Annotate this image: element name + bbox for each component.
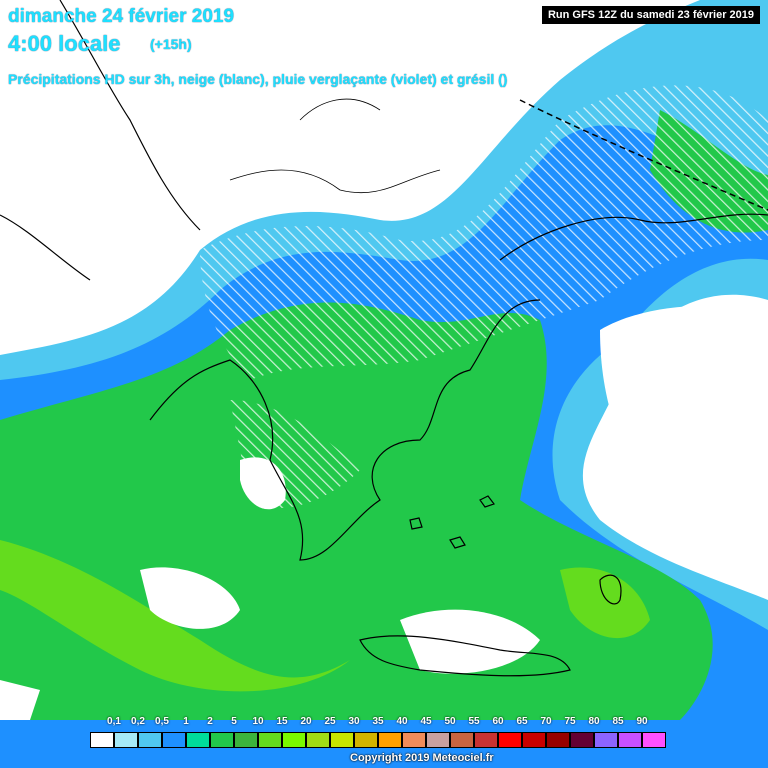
island — [409, 495, 622, 605]
legend-label: 25 — [324, 716, 336, 727]
coastline — [359, 635, 571, 677]
copyright: Copyright 2019 Meteociel.fr — [350, 752, 494, 764]
legend-swatch — [426, 732, 450, 748]
legend-label: 85 — [612, 716, 624, 727]
legend-label: 5 — [231, 716, 237, 727]
legend-swatch — [354, 732, 378, 748]
snow-area — [200, 85, 768, 381]
local-hour: 4:00 locale — [8, 31, 121, 56]
legend-swatch — [570, 732, 594, 748]
legend-swatch — [282, 732, 306, 748]
legend-label: 0,5 — [155, 716, 169, 727]
heavy-rain-area — [560, 567, 650, 639]
legend-swatch — [594, 732, 618, 748]
legend-swatch — [474, 732, 498, 748]
legend-label: 40 — [396, 716, 408, 727]
legend-label: 45 — [420, 716, 432, 727]
legend-label: 65 — [516, 716, 528, 727]
legend-swatch — [186, 732, 210, 748]
legend-label: 60 — [492, 716, 504, 727]
date: dimanche 24 février 2019 — [8, 6, 235, 27]
legend-swatch — [450, 732, 474, 748]
legend-label: 1 — [183, 716, 189, 727]
legend-swatch — [378, 732, 402, 748]
legend-swatch — [114, 732, 138, 748]
legend-swatch — [210, 732, 234, 748]
forecast-step: (+15h) — [150, 36, 192, 52]
legend-label: 35 — [372, 716, 384, 727]
legend-swatch — [138, 732, 162, 748]
legend-swatch — [402, 732, 426, 748]
legend-label: 10 — [252, 716, 264, 727]
dry-area — [0, 680, 40, 720]
legend-label: 0,1 — [107, 716, 121, 727]
dry-area — [400, 609, 540, 674]
legend-label: 15 — [276, 716, 288, 727]
legend-label: 90 — [636, 716, 648, 727]
legend-label: 80 — [588, 716, 600, 727]
legend-label: 30 — [348, 716, 360, 727]
legend-label: 70 — [540, 716, 552, 727]
legend: 0,1 0,2 0,5 1 2 5 10 15 20 25 30 35 40 45 50 55 60 65 70 75… — [90, 716, 666, 750]
legend-swatch — [618, 732, 642, 748]
legend-swatch — [90, 732, 114, 748]
heavy-rain-area — [0, 540, 350, 692]
coastline — [149, 299, 541, 561]
legend-label: 0,2 — [131, 716, 145, 727]
legend-label: 55 — [468, 716, 480, 727]
legend-label: 50 — [444, 716, 456, 727]
legend-swatch — [546, 732, 570, 748]
dry-area — [600, 306, 768, 560]
boundary — [519, 99, 768, 211]
legend-swatch — [642, 732, 666, 748]
legend-swatch — [258, 732, 282, 748]
legend-swatch — [330, 732, 354, 748]
coastline — [0, 0, 201, 281]
legend-swatch — [234, 732, 258, 748]
legend-swatch — [306, 732, 330, 748]
snow-area — [230, 400, 360, 509]
coastlines — [0, 0, 768, 677]
legend-swatch — [522, 732, 546, 748]
run-info: Run GFS 12Z du samedi 23 février 2019 — [541, 6, 760, 24]
dry-area — [140, 567, 240, 629]
legend-swatch — [162, 732, 186, 748]
border — [229, 98, 441, 194]
legend-swatch — [498, 732, 522, 748]
description: Précipitations HD sur 3h, neige (blanc),… — [8, 71, 508, 87]
legend-label: 20 — [300, 716, 312, 727]
legend-label: 2 — [207, 716, 213, 727]
legend-label: 75 — [564, 716, 576, 727]
coastline — [499, 213, 768, 261]
